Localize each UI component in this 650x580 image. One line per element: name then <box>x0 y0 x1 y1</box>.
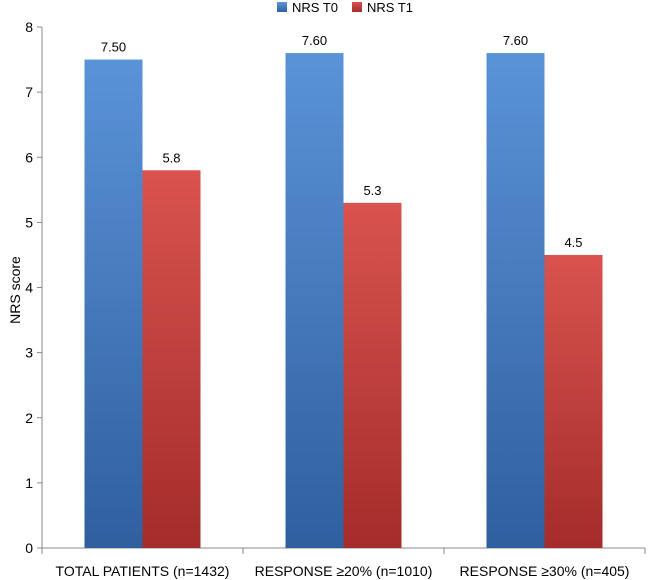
category-label-2: RESPONSE ≥30% (n=405) <box>460 563 630 579</box>
y-tick-label: 2 <box>25 410 33 426</box>
data-label-nrs-t1-0: 5.8 <box>162 150 180 165</box>
bar-nrs-t1-0 <box>142 170 201 548</box>
y-tick-label: 4 <box>25 280 33 296</box>
category-label-1: RESPONSE ≥20% (n=1010) <box>255 563 433 579</box>
data-label-nrs-t0-0: 7.50 <box>101 40 126 55</box>
x-axis-ticks <box>41 548 646 554</box>
y-tick-label: 3 <box>25 345 33 361</box>
bar-nrs-t1-2 <box>544 254 603 548</box>
data-label-nrs-t0-2: 7.60 <box>503 33 528 48</box>
legend-swatch-nrs-t0 <box>277 2 287 12</box>
data-labels: 7.50 5.8 7.60 5.3 7.60 4.5 <box>101 33 583 250</box>
y-axis-ticks: 0 1 2 3 4 5 6 7 8 <box>25 19 42 556</box>
bar-nrs-t0-1 <box>285 53 344 549</box>
bar-nrs-t0-0 <box>84 59 143 548</box>
y-axis-title: NRS score <box>7 256 23 324</box>
legend-label-nrs-t0: NRS T0 <box>292 0 338 15</box>
bar-nrs-t0-2 <box>486 53 545 549</box>
y-tick-label: 5 <box>25 214 33 230</box>
y-tick-label: 8 <box>25 19 33 35</box>
category-labels: TOTAL PATIENTS (n=1432) RESPONSE ≥20% (n=… <box>56 563 630 579</box>
legend-swatch-nrs-t1 <box>352 2 362 12</box>
y-tick-label: 7 <box>25 84 33 100</box>
legend-label-nrs-t1: NRS T1 <box>367 0 413 15</box>
category-label-0: TOTAL PATIENTS (n=1432) <box>56 563 230 579</box>
bars <box>84 53 603 549</box>
y-tick-label: 6 <box>25 149 33 165</box>
bar-nrs-t1-1 <box>343 202 402 548</box>
data-label-nrs-t1-2: 4.5 <box>564 235 582 250</box>
y-tick-label: 0 <box>25 540 33 556</box>
data-label-nrs-t1-1: 5.3 <box>363 183 381 198</box>
legend: NRS T0 NRS T1 <box>277 0 413 15</box>
y-tick-label: 1 <box>25 475 33 491</box>
data-label-nrs-t0-1: 7.60 <box>302 33 327 48</box>
